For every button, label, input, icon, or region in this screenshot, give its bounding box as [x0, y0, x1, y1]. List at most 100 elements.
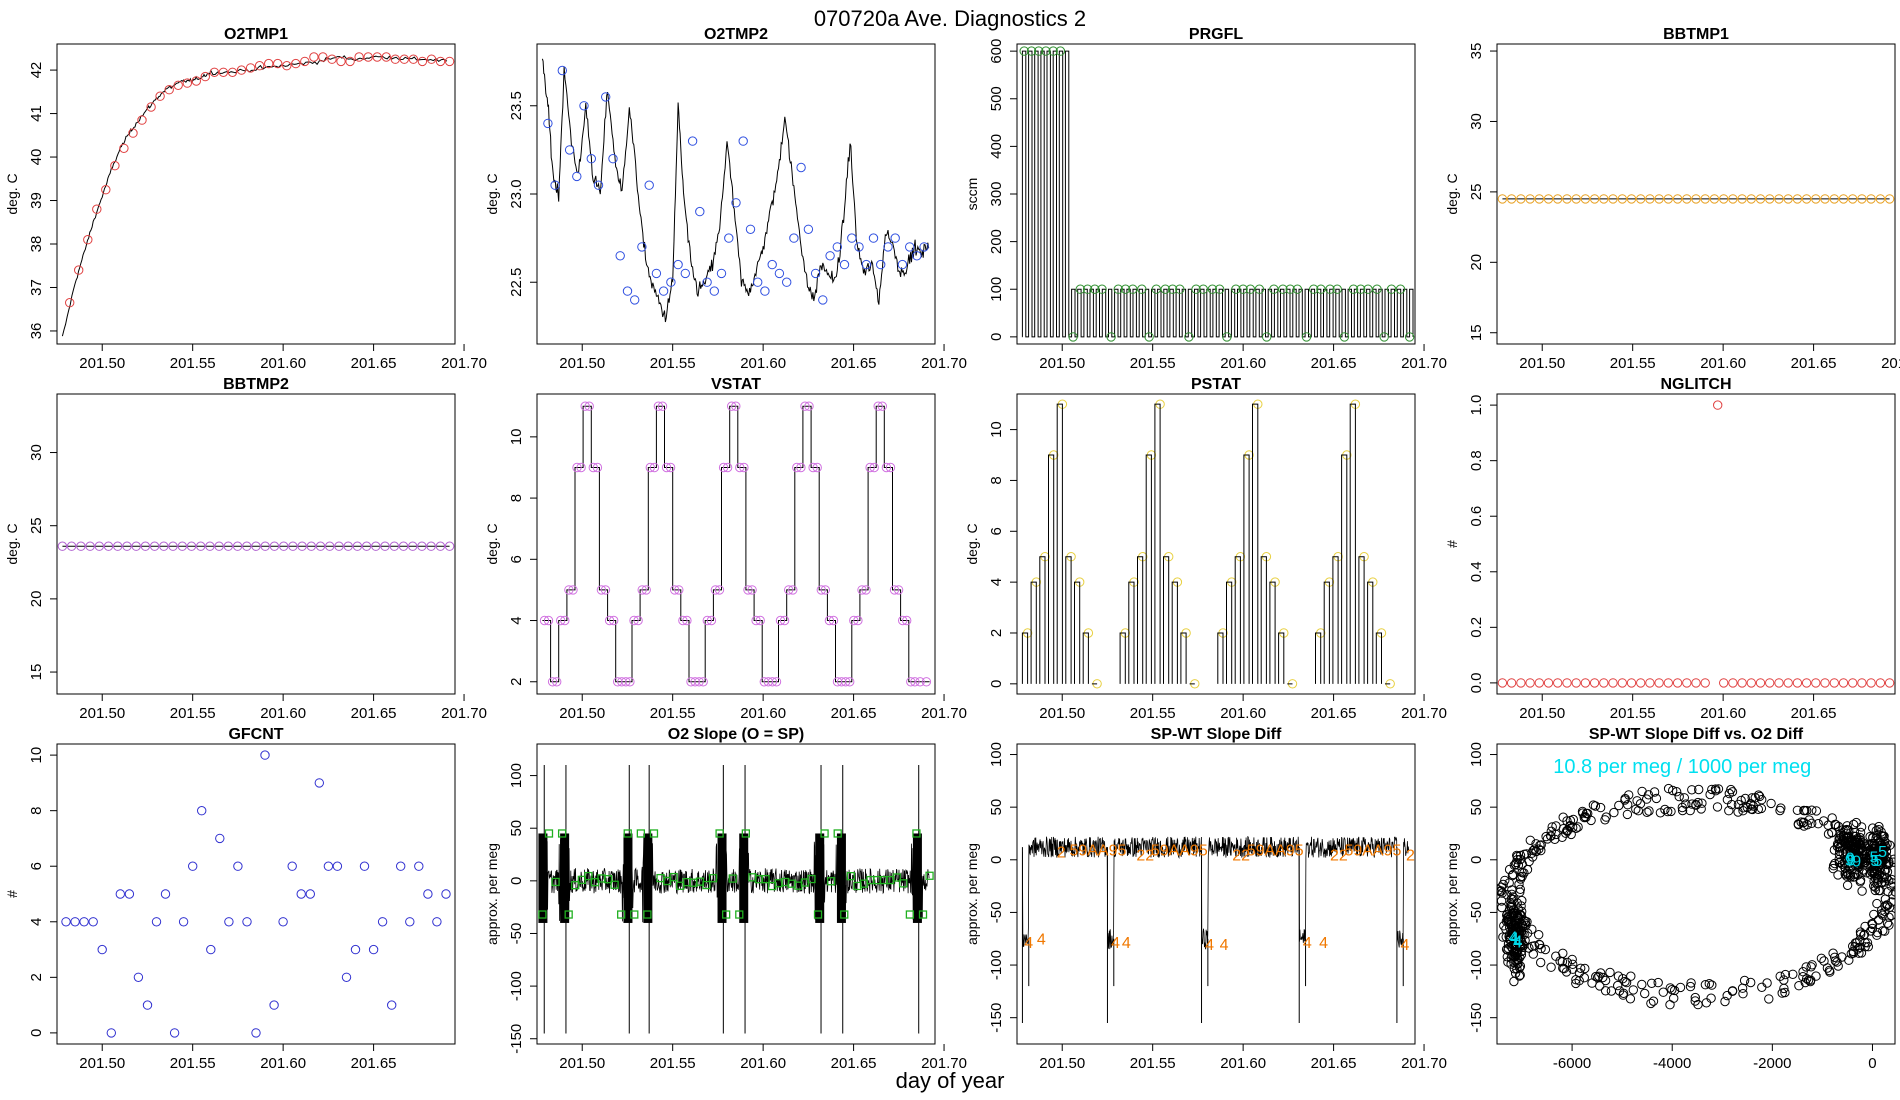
x-tick-label: 201.55 [170, 355, 216, 372]
data-point [1874, 915, 1884, 925]
data-point [1605, 967, 1615, 978]
data-point [1728, 678, 1738, 688]
data-point [1128, 284, 1138, 294]
data-point [738, 136, 748, 146]
data-point [1617, 194, 1628, 204]
data-point [789, 233, 799, 243]
x-tick-label: 201.65 [1791, 705, 1837, 722]
y-tick-label: 100 [988, 742, 1005, 767]
data-point [1813, 819, 1823, 829]
y-tick-label: 25 [1468, 184, 1485, 201]
x-tick-label: 201.60 [1700, 355, 1746, 372]
data-point [1875, 678, 1886, 688]
data-point [1857, 678, 1867, 688]
data-point [79, 917, 89, 927]
data-point [1214, 284, 1225, 294]
series-label: 4 [1303, 935, 1312, 952]
data-point [1620, 976, 1630, 987]
data-point [1681, 799, 1691, 809]
y-tick-label: 200 [988, 229, 1005, 254]
x-tick-label: 201.60 [1700, 705, 1746, 722]
data-point [873, 401, 883, 411]
y-axis-label: deg. C [1444, 173, 1460, 214]
x-tick-label: 201.60 [260, 1055, 306, 1072]
y-tick-label: 40 [28, 149, 45, 166]
data-point [1722, 795, 1733, 805]
data-point [1507, 902, 1517, 913]
data-point [131, 541, 141, 551]
data-point [332, 861, 343, 871]
data-point [1511, 938, 1521, 949]
data-point [747, 585, 757, 595]
data-point [1819, 956, 1829, 966]
plot-frame [1496, 393, 1896, 695]
data-point [1848, 850, 1859, 860]
panel-title: GFCNT [228, 726, 283, 743]
data-point [159, 541, 169, 551]
data-point [1856, 929, 1866, 939]
y-tick-label: 6 [508, 555, 525, 563]
data-point [544, 829, 554, 838]
data-point [1890, 887, 1895, 897]
data-point [557, 829, 567, 838]
data-point [260, 750, 270, 760]
data-point [812, 462, 822, 473]
data-point [774, 268, 785, 279]
data-point [149, 541, 160, 551]
data-point [1883, 887, 1893, 897]
panel-title: SP-WT Slope Diff [1151, 726, 1282, 743]
data-point [88, 917, 98, 927]
panel-o2slope: O2 Slope (O = SP) approx. per meg 201.50 20… [484, 726, 967, 1072]
data-point [1624, 790, 1634, 800]
data-point [1848, 678, 1858, 688]
data-point [1278, 284, 1288, 294]
data-point [233, 861, 243, 871]
data-point [1737, 983, 1748, 993]
data-point [1870, 885, 1881, 896]
data-point [596, 585, 607, 595]
data-point [1500, 875, 1510, 886]
x-tick-label: 201.50 [79, 705, 125, 722]
x-tick-label: 201.60 [740, 355, 786, 372]
data-point [1515, 874, 1526, 884]
x-tick-label: 201.70 [1401, 705, 1447, 722]
data-point [1774, 194, 1784, 204]
data-point [1245, 284, 1256, 294]
data-point [197, 806, 207, 816]
data-point [710, 585, 721, 595]
data-point [775, 615, 786, 626]
data-point [1506, 678, 1517, 688]
data-point [1580, 678, 1591, 688]
cluster-label: 4 [1509, 929, 1518, 946]
data-point [715, 829, 724, 838]
data-point [1561, 828, 1571, 838]
x-tick-label: 201.55 [650, 1055, 696, 1072]
data-point [1614, 800, 1624, 811]
data-point [70, 917, 80, 927]
data-point [839, 259, 850, 270]
data-point [1562, 957, 1573, 968]
data-point [1034, 46, 1044, 56]
x-tick-label: -4000 [1653, 1055, 1691, 1072]
data-point [1596, 968, 1606, 978]
data-point [760, 286, 770, 296]
x-tick-label: 201.60 [260, 355, 306, 372]
data-point [722, 462, 733, 473]
y-tick-label: 0.4 [1468, 561, 1485, 582]
data-point [1855, 832, 1865, 843]
data-point [1866, 678, 1876, 688]
plot-area [1497, 400, 1895, 688]
x-tick-label: 201.55 [1610, 705, 1656, 722]
data-point [1499, 921, 1509, 931]
data-point [1733, 799, 1744, 810]
data-point [1880, 836, 1890, 846]
data-point [779, 615, 790, 626]
data-point [1816, 953, 1827, 963]
data-point [1301, 332, 1312, 342]
panel-title: BBTMP1 [1663, 26, 1729, 43]
cluster-label: 5 [1869, 849, 1878, 866]
data-point [1830, 952, 1840, 962]
data-point [910, 677, 920, 687]
data-point [372, 52, 382, 62]
